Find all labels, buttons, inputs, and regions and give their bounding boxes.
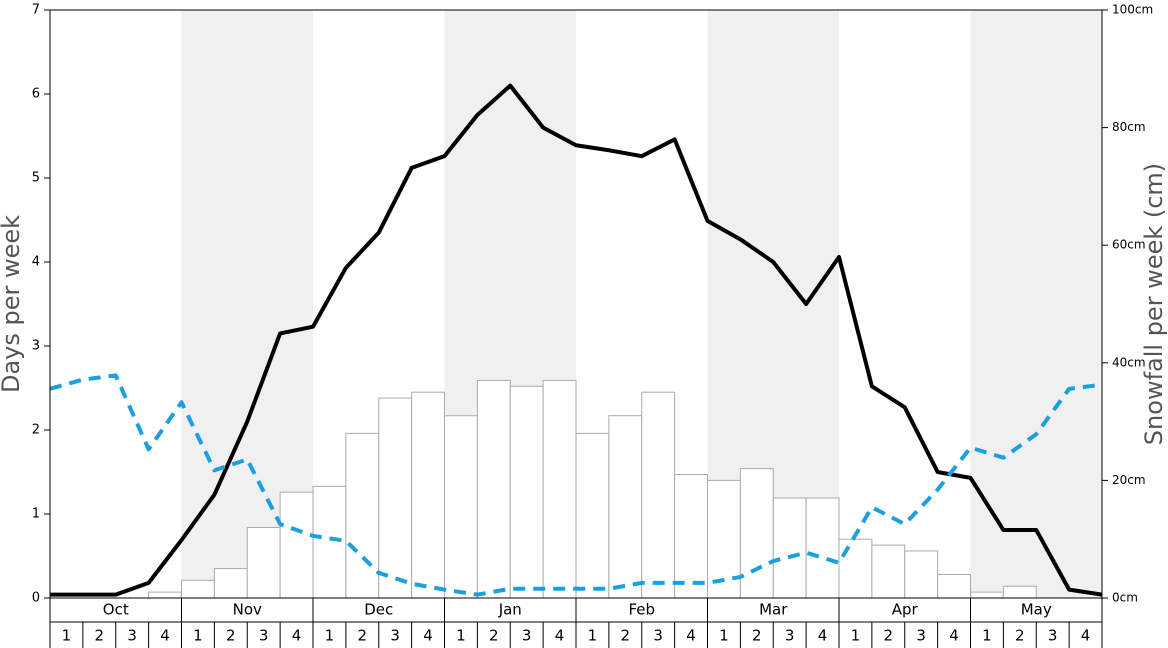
week-label: 3 [390, 627, 400, 645]
y-tick-label: 3 [32, 339, 40, 354]
bar [148, 591, 182, 599]
week-label: 2 [1015, 627, 1025, 645]
bar [937, 573, 971, 599]
month-label: Oct [103, 601, 129, 619]
y-tick-label: 6 [32, 87, 40, 102]
y-axis-label: Days per week [0, 215, 25, 393]
y2-tick-label: 20cm [1112, 473, 1146, 487]
y2-tick-label: 60cm [1112, 238, 1146, 252]
week-label: 3 [916, 627, 926, 645]
month-band [970, 10, 1102, 598]
month-label: Dec [364, 601, 393, 619]
bar [575, 432, 610, 599]
bar [542, 379, 577, 599]
month-label: Nov [233, 601, 262, 619]
week-label: 1 [719, 627, 729, 645]
week-label: 1 [325, 627, 335, 645]
month-label: Feb [628, 601, 655, 619]
bar [805, 497, 840, 599]
bar [739, 468, 774, 599]
week-label: 2 [752, 627, 762, 645]
week-label: 2 [226, 627, 236, 645]
plot-frame [49, 9, 1103, 599]
week-label: 4 [292, 627, 302, 645]
line [49, 373, 1103, 597]
bar [312, 485, 347, 599]
bar [213, 568, 248, 599]
week-label: 1 [588, 627, 598, 645]
week-label: 3 [127, 627, 137, 645]
bar [608, 415, 643, 599]
week-label: 4 [423, 627, 433, 645]
week-label: 1 [982, 627, 992, 645]
bar [279, 491, 314, 599]
week-label: 4 [818, 627, 828, 645]
month-label: May [1021, 601, 1052, 619]
bar [772, 497, 807, 599]
bar [904, 550, 939, 599]
bar [181, 579, 215, 599]
week-label: 1 [851, 627, 861, 645]
week-label: 1 [193, 627, 203, 645]
week-label: 4 [555, 627, 565, 645]
y2-tick-label: 40cm [1112, 355, 1146, 369]
month-label: Apr [892, 601, 919, 619]
week-label: 4 [686, 627, 696, 645]
bar [1002, 585, 1037, 599]
week-label: 3 [259, 627, 269, 645]
bar [476, 379, 511, 599]
y-tick-label: 4 [32, 255, 40, 270]
bar [871, 544, 906, 599]
week-label: 3 [522, 627, 532, 645]
bar [641, 391, 676, 599]
week-label: 1 [456, 627, 466, 645]
y-tick-label: 0 [32, 591, 40, 606]
bar [246, 526, 281, 599]
week-label: 2 [621, 627, 631, 645]
week-label: 1 [62, 627, 72, 645]
week-label: 2 [95, 627, 105, 645]
week-label: 3 [785, 627, 795, 645]
y-tick-label: 2 [32, 423, 40, 438]
line [50, 83, 1103, 597]
week-label: 2 [358, 627, 368, 645]
month-label: Jan [498, 601, 522, 619]
bar [674, 474, 708, 599]
bar [838, 538, 873, 599]
week-label: 3 [653, 627, 663, 645]
week-label: 4 [160, 627, 170, 645]
month-label: Mar [759, 601, 788, 619]
y-tick-label: 7 [32, 3, 40, 18]
y-tick-label: 1 [32, 507, 40, 522]
bar [411, 391, 445, 599]
y2-axis-label: Snowfall per week (cm) [1140, 163, 1168, 445]
y2-tick-label: 100cm [1112, 3, 1153, 17]
bar [378, 397, 413, 599]
week-label: 2 [884, 627, 894, 645]
bar [509, 385, 544, 599]
bar [345, 432, 380, 599]
week-label: 4 [1081, 627, 1091, 645]
bar [444, 415, 478, 599]
y-tick-label: 5 [32, 171, 40, 186]
y2-tick-label: 80cm [1112, 120, 1146, 134]
bar [970, 591, 1004, 599]
y2-tick-label: 0cm [1112, 591, 1138, 605]
week-label: 2 [489, 627, 499, 645]
week-label: 4 [949, 627, 959, 645]
week-label: 3 [1048, 627, 1058, 645]
